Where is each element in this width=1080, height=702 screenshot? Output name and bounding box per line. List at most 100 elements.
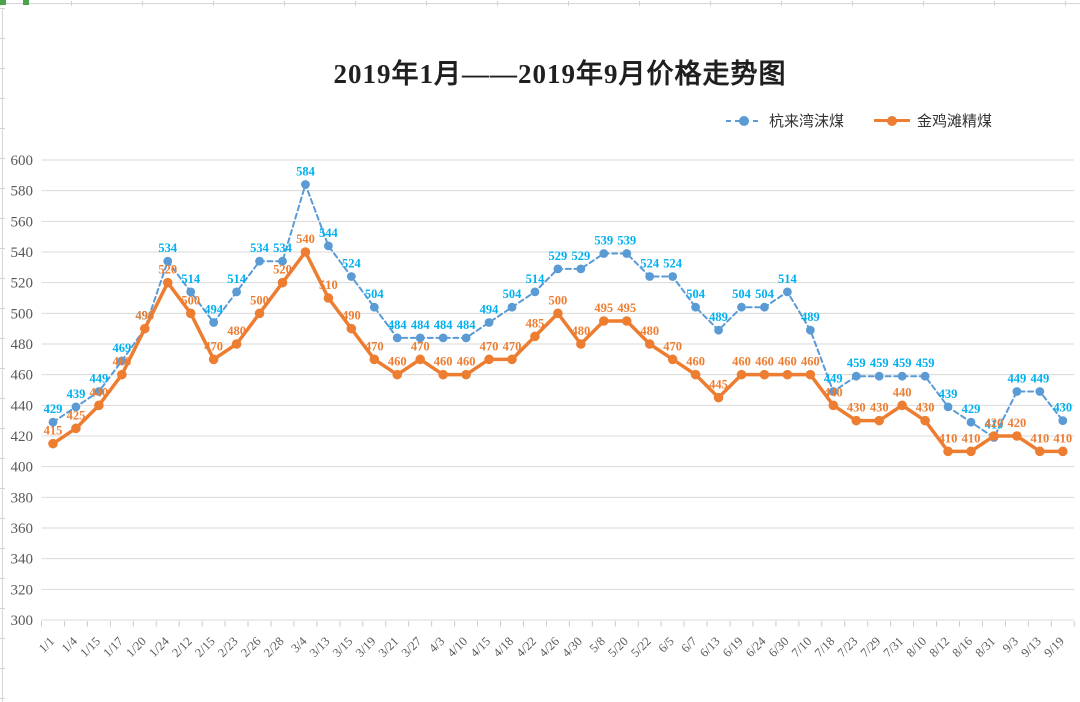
x-axis-tick-label: 7/29 [858, 634, 884, 660]
data-label: 460 [801, 355, 820, 369]
data-point [828, 387, 838, 396]
data-label: 460 [434, 355, 453, 369]
x-axis-tick-label: 5/8 [587, 634, 608, 655]
data-point [966, 417, 976, 427]
data-label: 500 [181, 293, 200, 307]
data-point [415, 354, 426, 365]
data-point [438, 333, 448, 343]
data-point [369, 354, 380, 365]
data-point [254, 308, 265, 319]
data-label: 449 [824, 372, 843, 386]
data-point [920, 415, 930, 426]
chart-title: 2019年1月——2019年9月价格走势图 [333, 59, 787, 89]
data-label: 449 [1008, 372, 1027, 386]
data-point [782, 369, 793, 380]
data-point [48, 417, 58, 427]
data-label: 429 [44, 402, 63, 416]
data-point [805, 369, 816, 380]
data-point [94, 387, 104, 396]
data-label: 430 [916, 401, 935, 415]
data-point [1035, 446, 1045, 457]
y-axis-tick-label: 480 [11, 337, 34, 353]
data-label: 529 [571, 249, 590, 263]
data-point [117, 356, 127, 366]
data-point [690, 369, 701, 380]
y-axis-tick-label: 600 [11, 153, 34, 169]
data-point [392, 369, 403, 380]
data-label: 460 [388, 355, 407, 369]
data-point [828, 400, 839, 411]
x-axis-tick-label: 3/15 [330, 634, 356, 660]
legend-item-hanglaiwan[interactable]: 杭来湾沫煤 [726, 110, 844, 131]
data-label: 544 [319, 226, 339, 240]
data-label: 410 [939, 431, 958, 445]
data-point [346, 323, 357, 334]
x-axis-tick-label: 3/4 [288, 634, 310, 656]
data-point [48, 438, 58, 449]
legend-item-jinjitan[interactable]: 金鸡滩精煤 [874, 110, 992, 131]
data-label: 420 [1008, 416, 1027, 430]
data-label: 514 [526, 272, 546, 286]
data-label: 445 [709, 378, 728, 392]
x-axis-tick-label: 7/18 [812, 634, 838, 660]
data-label: 470 [204, 339, 223, 353]
y-axis-tick-label: 320 [11, 582, 34, 598]
data-label: 490 [135, 309, 154, 323]
data-point [553, 264, 563, 274]
data-point [851, 371, 861, 381]
data-point [622, 249, 632, 258]
legend-dashed-line-marker-icon [726, 115, 762, 126]
data-point [966, 446, 976, 457]
data-label: 410 [1030, 431, 1049, 445]
x-axis-tick-label: 2/26 [238, 634, 264, 660]
data-point [1012, 431, 1022, 441]
data-point [231, 339, 242, 349]
y-axis-tick-label: 460 [11, 368, 34, 384]
data-point [783, 287, 792, 297]
x-axis-tick-label: 4/18 [490, 634, 516, 660]
y-axis-tick-label: 420 [11, 429, 34, 445]
data-label: 460 [755, 355, 774, 369]
data-point [737, 302, 746, 312]
data-label: 480 [227, 324, 246, 338]
data-point [94, 400, 104, 411]
data-point [278, 256, 287, 266]
x-axis-tick-label: 8/12 [927, 634, 953, 660]
data-label: 484 [411, 318, 431, 332]
data-label: 469 [112, 341, 131, 355]
data-label: 520 [273, 263, 292, 277]
x-axis-tick-label: 6/30 [766, 634, 792, 660]
data-point [461, 333, 471, 343]
data-label: 490 [342, 309, 361, 323]
x-axis-tick-label: 1/4 [59, 634, 81, 656]
x-axis-tick-label: 3/19 [353, 634, 379, 660]
data-label: 459 [916, 356, 935, 370]
data-point [484, 318, 494, 327]
data-point [1012, 387, 1022, 396]
x-axis-tick-label: 7/10 [789, 634, 815, 660]
data-point [255, 256, 264, 266]
data-label: 430 [870, 401, 889, 415]
x-axis-tick-label: 6/5 [656, 634, 677, 655]
data-label: 540 [296, 232, 315, 246]
x-axis-tick-label: 4/22 [513, 634, 539, 660]
x-axis-tick-label: 4/15 [468, 634, 494, 660]
data-point [323, 293, 334, 303]
x-axis-tick-label: 5/20 [605, 634, 631, 660]
data-point [438, 369, 448, 380]
data-label: 449 [90, 372, 109, 386]
data-label: 489 [709, 310, 728, 324]
x-axis-tick-label: 3/27 [399, 634, 425, 660]
data-label: 494 [204, 303, 224, 317]
data-label: 524 [342, 257, 362, 271]
data-label: 480 [571, 324, 590, 338]
data-label: 514 [181, 272, 201, 286]
x-axis-tick-label: 8/31 [972, 634, 998, 660]
y-axis-tick-label: 500 [11, 306, 34, 322]
data-label: 504 [686, 287, 706, 301]
data-point [943, 446, 953, 457]
x-axis-tick-label: 6/24 [743, 634, 769, 660]
data-point [71, 402, 81, 412]
x-axis-tick-label: 2/12 [169, 634, 195, 660]
data-point [117, 369, 127, 380]
